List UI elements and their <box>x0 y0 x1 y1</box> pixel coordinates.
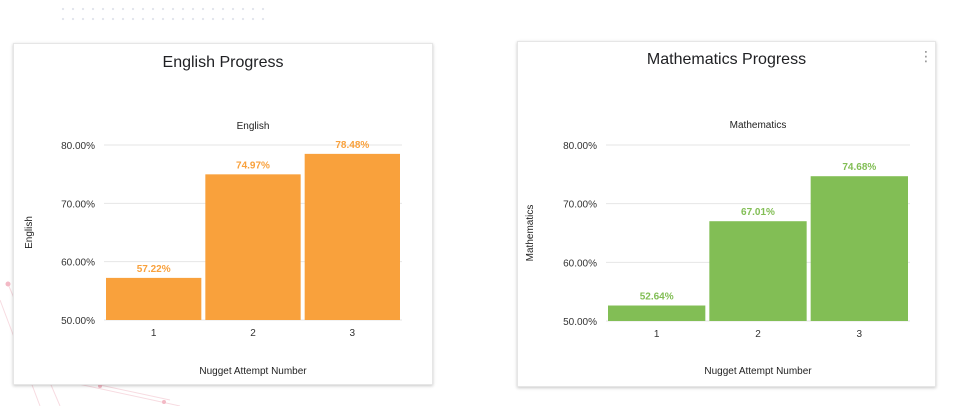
data-label: 74.68% <box>842 162 876 173</box>
bar <box>709 221 807 321</box>
x-tick-label: 2 <box>250 328 256 339</box>
card-title: English Progress <box>162 54 284 71</box>
data-label: 78.48% <box>335 140 369 151</box>
data-label: 67.01% <box>741 207 775 218</box>
bar <box>810 176 908 321</box>
mathematics-progress-card: Mathematics Progress ⋮ 50.00% 60.00% 70.00… <box>517 41 936 387</box>
y-tick-label: 50.00% <box>563 317 597 328</box>
y-axis-title: English <box>24 216 35 249</box>
bar <box>608 305 706 321</box>
x-tick-label: 1 <box>151 328 157 339</box>
data-label: 57.22% <box>137 264 171 275</box>
chart-title: Mathematics <box>730 120 787 131</box>
x-tick-label: 2 <box>755 329 761 340</box>
mathematics-bar-chart: 50.00% 60.00% 70.00% 80.00% Mathematics 52.64… <box>525 120 910 377</box>
y-tick-label: 80.00% <box>61 141 95 152</box>
x-tick-label: 3 <box>857 329 863 340</box>
y-tick-label: 80.00% <box>563 141 597 152</box>
bar <box>205 174 301 320</box>
background-dot-pattern <box>58 4 268 26</box>
y-tick-label: 70.00% <box>563 200 597 211</box>
y-axis-title: Mathematics <box>525 205 536 262</box>
bar <box>304 153 400 320</box>
card-title: Mathematics Progress <box>646 51 807 68</box>
data-label: 52.64% <box>640 292 674 303</box>
y-tick-label: 60.00% <box>61 258 95 269</box>
x-tick-label: 3 <box>350 328 356 339</box>
x-axis-title: Nugget Attempt Number <box>704 366 812 377</box>
y-tick-label: 60.00% <box>563 258 597 269</box>
english-progress-card: English Progress 50.00% 60.00% 70.00% 80.00… <box>13 43 433 385</box>
bar <box>106 277 202 320</box>
data-label: 74.97% <box>236 160 270 171</box>
y-tick-label: 70.00% <box>61 199 95 210</box>
x-tick-label: 1 <box>654 329 660 340</box>
x-axis-title: Nugget Attempt Number <box>199 366 307 377</box>
chart-title: English <box>237 121 270 132</box>
english-bar-chart: 50.00% 60.00% 70.00% 80.00% English 57.22% 1 74… <box>24 121 402 377</box>
y-tick-label: 50.00% <box>61 316 95 327</box>
